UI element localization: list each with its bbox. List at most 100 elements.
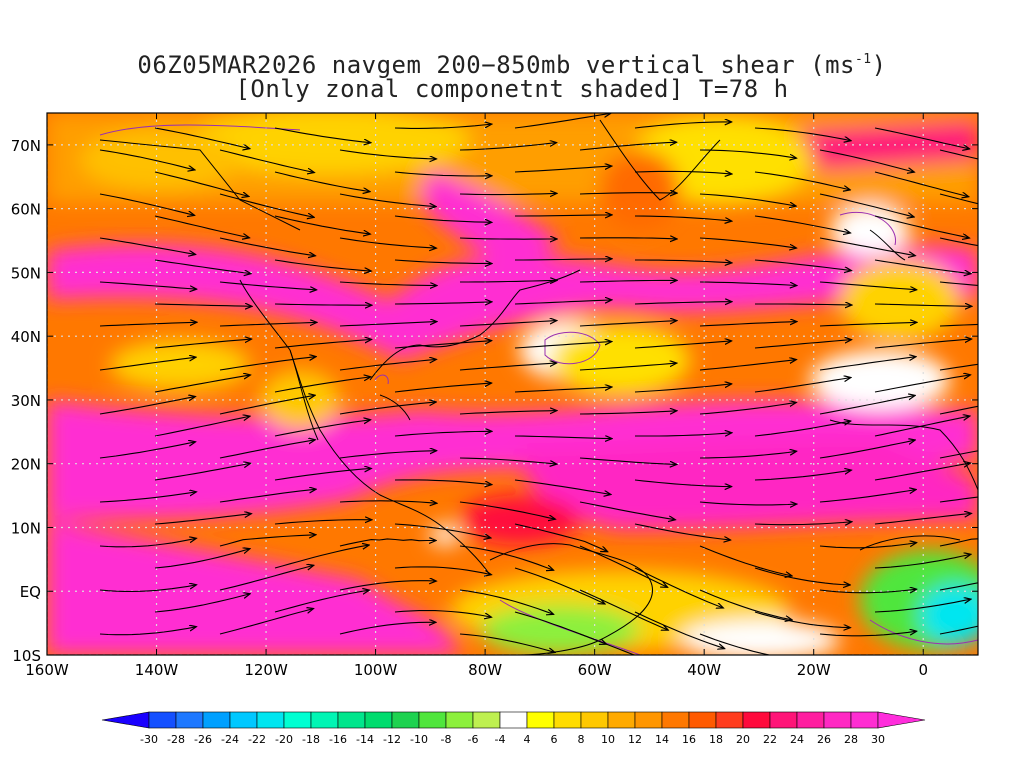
chart-title-line2: [Only zonal componetnt shaded] T=78 h — [235, 75, 789, 103]
streamline — [394, 124, 491, 129]
streamline — [699, 237, 796, 248]
streamline — [274, 520, 371, 525]
streamline — [339, 539, 435, 547]
streamline — [274, 127, 370, 143]
colorbar-label: 10 — [601, 733, 615, 746]
streamline — [754, 378, 850, 393]
colorbar-swatch — [715, 711, 744, 729]
streamline — [939, 625, 978, 635]
streamline — [754, 340, 851, 349]
streamline — [219, 237, 314, 256]
streamline — [274, 545, 368, 569]
streamline — [995, 522, 1024, 524]
streamline — [754, 567, 849, 585]
streamline — [754, 611, 849, 628]
streamline — [635, 260, 731, 263]
streamline — [274, 304, 371, 305]
streamline — [874, 215, 969, 238]
lon-tick-label: 140W — [135, 661, 179, 679]
map-frame — [46, 112, 979, 656]
colorbar-label: -30 — [140, 733, 158, 746]
streamline — [939, 193, 978, 205]
colorbar-label: -20 — [275, 733, 293, 746]
streamline — [874, 171, 968, 197]
streamline — [819, 193, 913, 217]
lat-tick-label: 10S — [12, 647, 41, 665]
streamline — [579, 501, 674, 520]
streamline — [579, 280, 676, 282]
colorbar-label: 26 — [817, 733, 831, 746]
colorbar-swatch — [499, 711, 528, 729]
streamline — [995, 472, 1024, 480]
streamline — [99, 627, 195, 636]
lon-tick-label: 20W — [797, 661, 831, 679]
colorbar-label: -26 — [194, 733, 212, 746]
streamline — [874, 514, 970, 525]
streamline — [394, 609, 491, 618]
lat-tick-label: 40N — [11, 328, 41, 346]
streamline — [579, 457, 676, 464]
longitude-axis: 160W 140W 120W 100W 80W 60W 40W 20W 0 — [25, 113, 928, 679]
colorbar-swatch — [283, 711, 312, 729]
lon-tick-label: 40W — [687, 661, 721, 679]
lat-tick-label: EQ — [20, 583, 41, 601]
streamline — [339, 360, 435, 371]
streamline — [339, 237, 435, 248]
streamline — [939, 405, 978, 415]
streamline — [394, 171, 491, 176]
streamline — [995, 594, 1024, 612]
streamline — [154, 416, 249, 437]
streamline — [339, 501, 436, 503]
shaded-field — [47, 113, 978, 655]
streamline — [154, 127, 249, 148]
streamline — [514, 166, 611, 173]
streamline — [699, 403, 795, 415]
streamline — [579, 238, 676, 239]
streamline — [459, 545, 553, 570]
colorbar-label: 22 — [763, 733, 777, 746]
streamline — [754, 171, 849, 190]
streamline — [99, 442, 195, 459]
colorbar-swatch — [877, 711, 926, 729]
streamline — [514, 479, 610, 494]
colorbar-swatch — [148, 711, 177, 729]
chart-title-line1: 06Z05MAR2026 navgem 200−850mb vertical s… — [137, 51, 887, 79]
streamline — [394, 566, 490, 575]
streamline — [634, 341, 731, 349]
streamline — [939, 582, 978, 591]
streamline — [754, 215, 850, 233]
colorbar-swatch — [445, 711, 474, 729]
streamline — [699, 502, 796, 505]
streamline — [634, 171, 731, 174]
streamline — [819, 543, 916, 549]
streamline — [699, 545, 791, 576]
colorbar-swatch — [850, 711, 879, 729]
streamlines — [99, 113, 1024, 655]
streamline — [274, 377, 370, 393]
colorbar-label: 12 — [628, 733, 642, 746]
lat-lon-grid — [47, 113, 978, 655]
colorbar-label: -28 — [167, 733, 185, 746]
streamline — [634, 384, 731, 393]
lat-tick-label: 60N — [11, 201, 41, 219]
streamline — [514, 523, 607, 551]
streamline — [514, 113, 610, 129]
colorbar-swatch — [796, 711, 825, 729]
colorbar-label: -18 — [302, 733, 320, 746]
streamline — [339, 451, 436, 459]
colorbar-swatch — [472, 711, 501, 729]
streamline — [579, 589, 667, 630]
streamline — [819, 322, 916, 327]
streamline — [579, 411, 676, 414]
streamline — [874, 555, 970, 569]
colorbar-label: -4 — [495, 733, 506, 746]
lat-tick-label: 50N — [11, 264, 41, 282]
streamline — [819, 631, 916, 637]
streamline — [219, 609, 313, 635]
streamline — [219, 395, 314, 415]
colorbar-swatch — [391, 711, 420, 729]
colorbar-label: 30 — [871, 733, 885, 746]
streamline — [754, 421, 850, 437]
streamline — [459, 589, 553, 614]
